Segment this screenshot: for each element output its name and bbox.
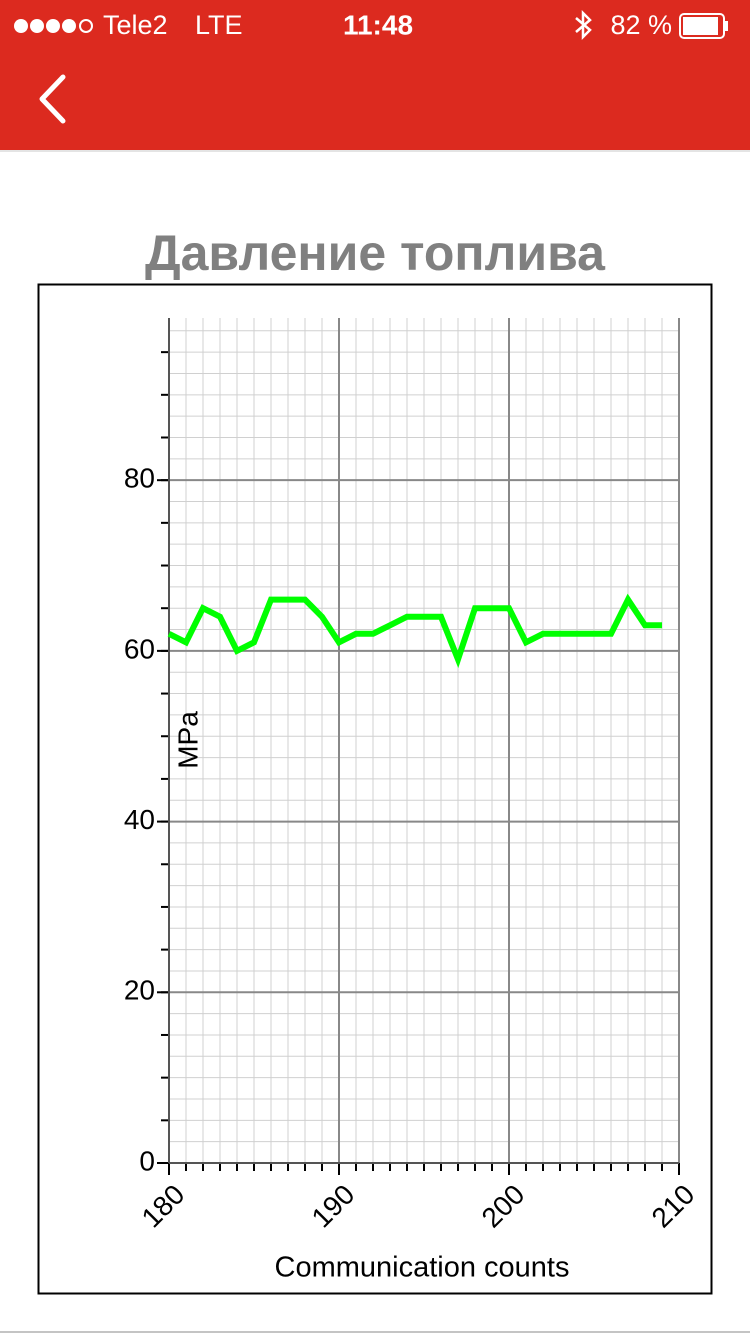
bluetooth-icon — [575, 9, 592, 41]
header-bar — [0, 0, 750, 150]
network: LTE — [195, 10, 243, 40]
battery-icon — [679, 13, 725, 39]
x-axis-label: Communication counts — [275, 1252, 570, 1284]
y-tick-label: 0 — [139, 1145, 155, 1176]
data-line — [167, 593, 662, 669]
y-tick-label: 80 — [124, 463, 155, 494]
back-button[interactable] — [39, 74, 66, 124]
signal-dots — [14, 19, 93, 33]
chart-frame — [37, 283, 713, 1295]
battery-level — [683, 17, 718, 35]
carrier: Tele2 — [103, 10, 168, 40]
y-tick-label: 40 — [124, 804, 155, 835]
chart-title: Давление топлива — [145, 225, 606, 281]
time: 11:48 — [343, 9, 413, 40]
y-tick-label: 60 — [124, 633, 155, 664]
y-axis-label: MPa — [172, 711, 203, 769]
y-tick-label: 20 — [124, 975, 155, 1006]
battery-tip — [725, 21, 728, 31]
battery-percent: 82 % — [610, 10, 672, 40]
